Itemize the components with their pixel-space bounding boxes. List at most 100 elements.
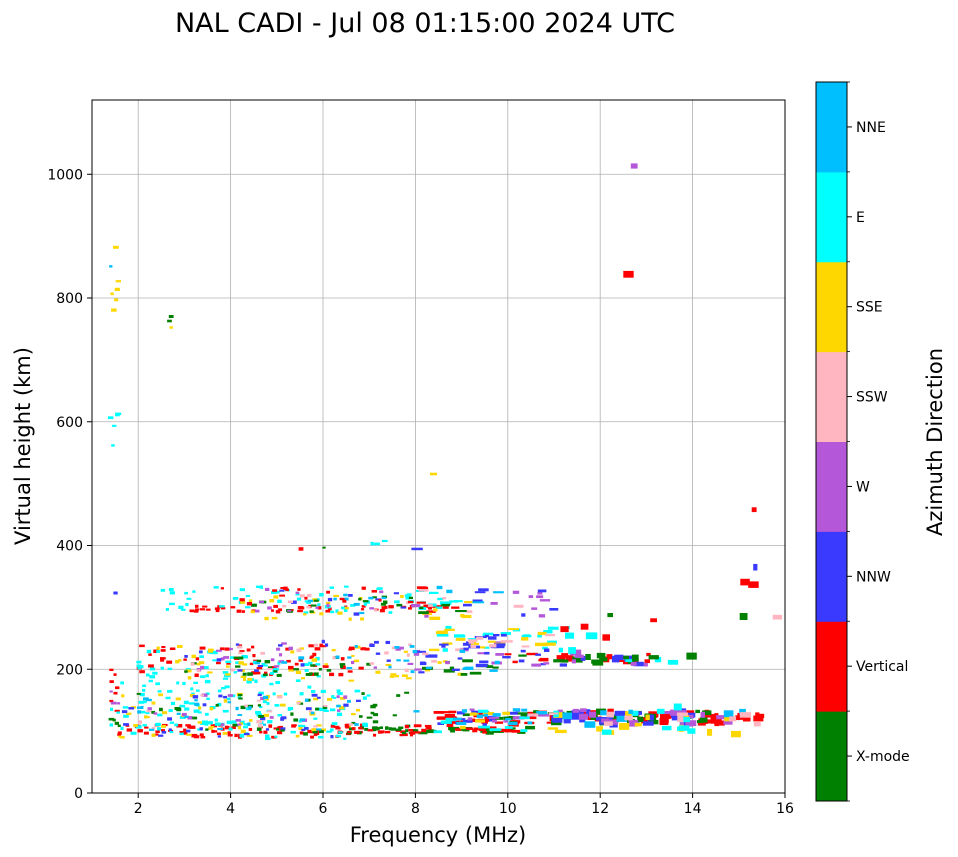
colorbar-swatch-ssw [816, 351, 847, 443]
echo-mark-x-mode [418, 731, 428, 735]
echo-mark-vertical [268, 724, 273, 728]
echo-mark-sse [442, 660, 448, 663]
echo-mark-vertical [478, 728, 486, 732]
echo-mark-w [153, 712, 158, 715]
echo-mark-vertical [176, 724, 183, 728]
echo-mark-x-mode [108, 717, 115, 721]
echo-mark-sse [351, 654, 355, 657]
echo-mark-e [261, 662, 266, 666]
echo-mark-e [331, 722, 338, 726]
colorbar-swatch-w [816, 441, 847, 532]
echo-mark-nnw [544, 648, 550, 652]
y-axis-title: Virtual height (km) [11, 347, 35, 545]
echo-mark-x-mode [385, 726, 389, 730]
echo-mark-sse [151, 701, 156, 705]
echo-mark-vertical [755, 712, 760, 717]
echo-mark-ssw [369, 662, 375, 665]
colorbar-swatch-vertical [816, 621, 847, 712]
echo-mark-x-mode [396, 694, 401, 697]
echo-mark-sse [288, 669, 295, 672]
echo-mark-ssw [146, 709, 152, 713]
echo-mark-w [512, 590, 520, 594]
echo-mark-nnw [488, 636, 497, 640]
echo-mark-vertical [304, 596, 308, 600]
echo-mark-x-mode [315, 707, 320, 711]
echo-mark-vertical [322, 665, 329, 668]
echo-mark-vertical [286, 659, 291, 663]
colorbar-label-nne: NNE [856, 120, 886, 136]
echo-mark-x-mode [596, 652, 606, 659]
echo-mark-x-mode [309, 610, 314, 613]
echo-mark-ssw [282, 604, 287, 608]
echo-mark-ssw [422, 652, 429, 656]
colorbar-label-w: W [856, 479, 870, 495]
echo-mark-nnw [457, 657, 463, 660]
echo-mark-e [221, 687, 226, 690]
echo-mark-sse [208, 648, 214, 651]
echo-mark-e [193, 681, 198, 684]
echo-mark-e [265, 734, 270, 738]
echo-mark-nnw [549, 608, 559, 611]
echo-mark-x-mode [167, 319, 172, 323]
echo-mark-vertical [472, 729, 478, 733]
echo-mark-x-mode [553, 659, 564, 663]
echo-mark-e [246, 680, 252, 684]
echo-mark-e [301, 724, 306, 728]
echo-mark-e [500, 632, 511, 635]
echo-mark-sse [127, 712, 132, 715]
echo-mark-e [266, 702, 270, 705]
echo-mark-x-mode [313, 599, 319, 602]
echo-mark-w [221, 723, 225, 726]
echo-mark-nnw [324, 643, 329, 647]
echo-mark-sse [265, 697, 269, 701]
echo-mark-ssw [231, 668, 235, 672]
echo-mark-vertical [283, 586, 288, 590]
echo-mark-e [483, 646, 490, 649]
echo-mark-e [135, 725, 142, 729]
echo-mark-w [503, 720, 508, 723]
echo-mark-nnw [537, 589, 547, 593]
echo-mark-sse [120, 735, 125, 739]
echo-mark-ssw [306, 593, 312, 598]
echo-mark-x-mode [486, 665, 494, 668]
echo-mark-x-mode [520, 713, 529, 717]
echo-mark-x-mode [159, 707, 163, 712]
echo-mark-vertical [404, 724, 409, 729]
echo-mark-w [643, 662, 648, 667]
echo-mark-sse [263, 713, 269, 717]
echo-mark-sse [273, 595, 279, 599]
echo-mark-x-mode [247, 672, 253, 676]
echo-mark-x-mode [362, 600, 369, 603]
echo-mark-e [148, 679, 153, 683]
echo-mark-e [547, 626, 559, 630]
echo-mark-x-mode [233, 656, 239, 659]
echo-mark-sse [223, 699, 228, 703]
echo-mark-e [222, 671, 229, 674]
echo-mark-e [157, 727, 161, 731]
echo-mark-e [679, 717, 691, 723]
echo-mark-vertical [251, 645, 255, 649]
echo-mark-w [628, 719, 639, 727]
echo-mark-vertical [388, 605, 394, 609]
echo-mark-sse [351, 713, 356, 716]
echo-mark-vertical [294, 662, 299, 666]
echo-mark-x-mode [361, 692, 365, 695]
echo-mark-e [199, 655, 204, 658]
echo-mark-e [224, 685, 230, 689]
echo-mark-e [558, 647, 563, 653]
echo-mark-vertical [226, 661, 231, 665]
echo-mark-w [181, 712, 187, 717]
echo-mark-nne [600, 710, 607, 716]
echo-mark-sse [121, 694, 125, 698]
echo-mark-x-mode [273, 670, 278, 673]
echo-mark-vertical [215, 609, 220, 613]
echo-mark-vertical [682, 710, 695, 715]
y-tick-label: 0 [74, 786, 83, 802]
echo-mark-vertical [753, 715, 764, 722]
echo-mark-vertical [195, 604, 199, 608]
echo-mark-nne [723, 710, 734, 718]
echo-mark-e [146, 673, 150, 677]
echo-mark-sse [242, 663, 248, 666]
echo-mark-vertical [426, 610, 436, 613]
echo-mark-vertical [320, 645, 327, 648]
